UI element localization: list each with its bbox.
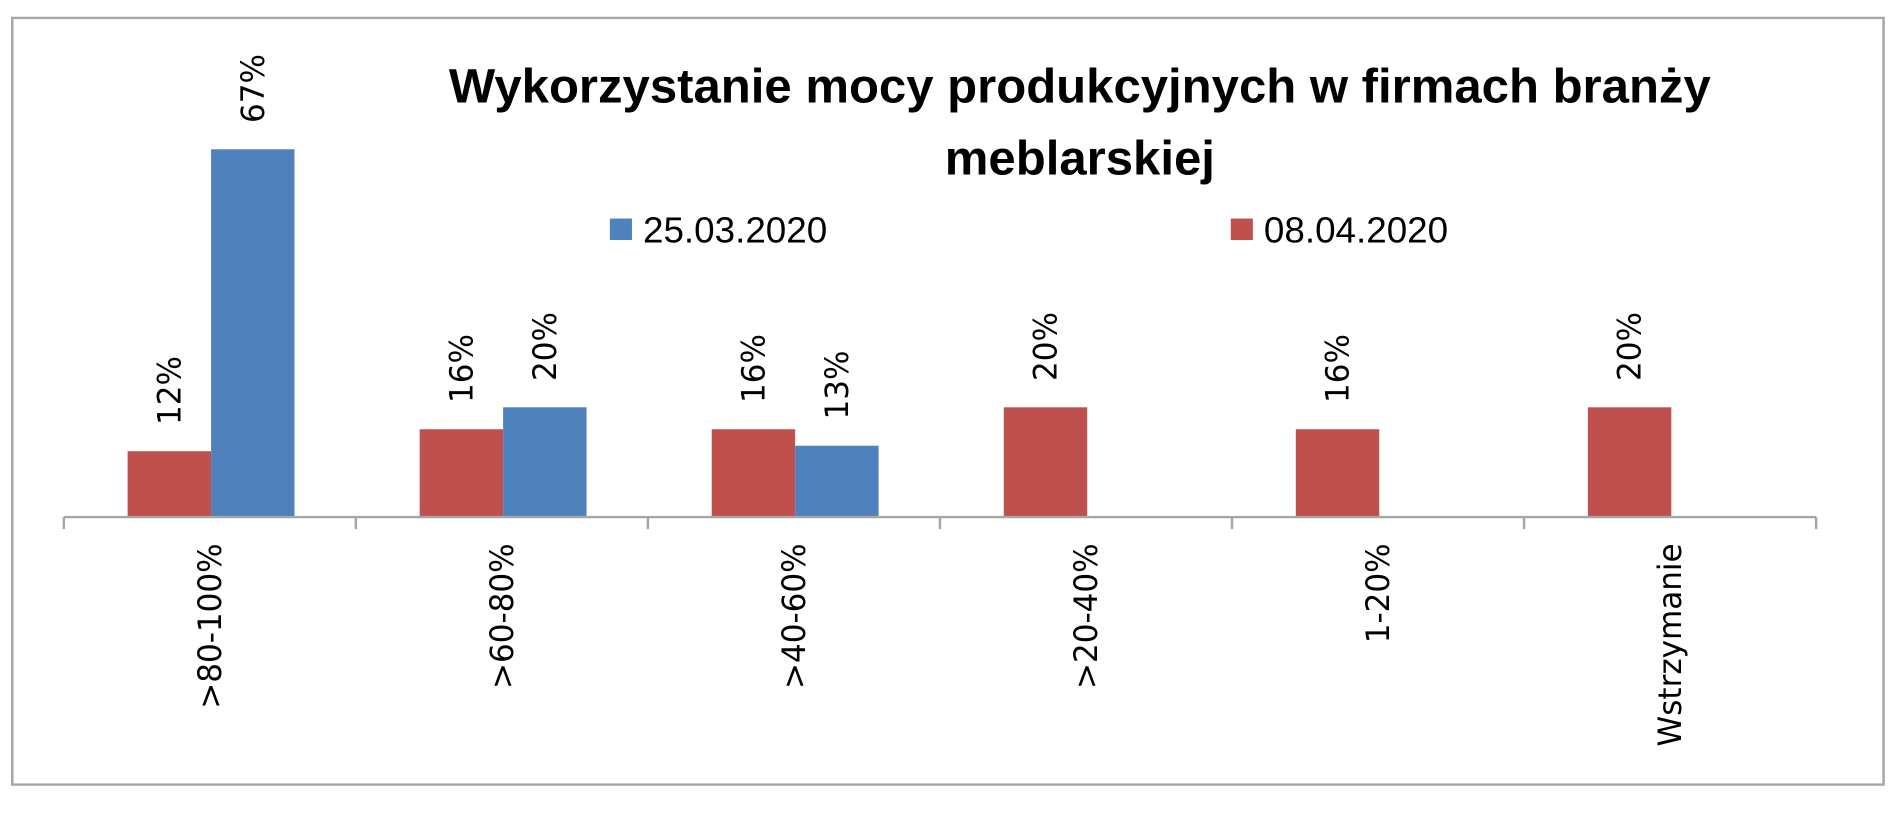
data-label: 13%	[820, 350, 856, 419]
bar	[1587, 407, 1672, 518]
legend-swatch	[1230, 218, 1253, 241]
bar	[211, 149, 295, 518]
bar	[419, 429, 504, 518]
data-label: 12%	[152, 356, 188, 425]
bar	[1295, 429, 1380, 518]
legend-label: 08.04.2020	[1264, 210, 1448, 250]
bar	[503, 407, 587, 518]
x-axis-ticks: >80-100% >60-80% >40-60% >20-40% 1-20% Wstrzy…	[62, 517, 1818, 746]
bar	[711, 429, 796, 518]
data-label: 67%	[235, 54, 271, 123]
data-label: 20%	[1612, 312, 1648, 381]
category-label: >60-80%	[485, 543, 521, 689]
data-label: 16%	[1320, 334, 1356, 403]
category-label: Wstrzymanie	[1653, 543, 1689, 746]
category-label: >40-60%	[777, 543, 813, 689]
legend-label: 25.03.2020	[643, 210, 827, 250]
chart-frame	[11, 16, 1885, 786]
bar	[1003, 407, 1088, 518]
data-label: 16%	[736, 334, 772, 403]
chart-title-line-1: Wykorzystanie mocy produkcyjnych w firma…	[449, 60, 1711, 113]
data-label: 20%	[527, 312, 563, 381]
category-label: >20-40%	[1069, 543, 1105, 689]
bar	[127, 451, 212, 518]
data-label: 20%	[1028, 312, 1064, 381]
bars: 12% 67% 16% 20% 16% 13% 20% 16% 20%	[127, 54, 1672, 518]
bar	[795, 445, 879, 518]
category-label: 1-20%	[1361, 543, 1397, 643]
chart-title-line-2: meblarskiej	[945, 132, 1215, 185]
data-label: 16%	[444, 334, 480, 403]
category-label: >80-100%	[192, 543, 228, 708]
legend: 25.03.2020 08.04.2020	[609, 210, 1448, 250]
legend-swatch	[609, 218, 632, 241]
